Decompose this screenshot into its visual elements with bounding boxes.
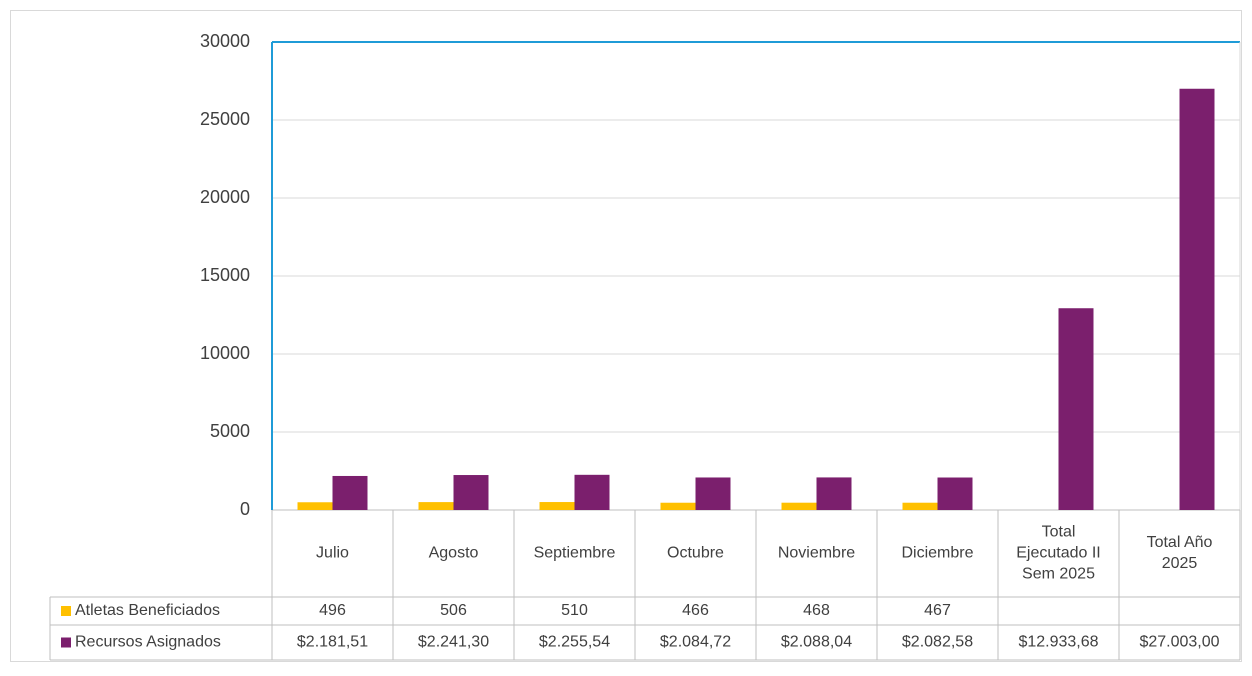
table-value: $12.933,68 (1018, 634, 1098, 651)
table-value: 467 (924, 602, 951, 619)
bar (574, 474, 610, 510)
bar (816, 477, 852, 510)
table-value: 506 (440, 602, 467, 619)
x-tick-label: Noviembre (778, 545, 855, 562)
bar (332, 475, 368, 510)
legend-swatch (61, 606, 71, 616)
x-tick-label: Agosto (429, 545, 479, 562)
chart-border (10, 10, 1242, 662)
bar (937, 477, 973, 510)
y-tick-label: 30000 (200, 31, 250, 51)
table-value: $2.255,54 (539, 634, 610, 651)
bar (695, 477, 731, 510)
x-tick-label: Total Ejecutado II Sem 2025 (1016, 524, 1101, 583)
table-value: 496 (319, 602, 346, 619)
x-tick-label: Diciembre (901, 545, 973, 562)
y-tick-label: 25000 (200, 109, 250, 129)
table-value: 468 (803, 602, 830, 619)
x-tick-label: Octubre (667, 545, 724, 562)
table-value: $2.084,72 (660, 634, 731, 651)
bar (902, 502, 938, 510)
y-tick-label: 5000 (210, 421, 250, 441)
x-tick-label: Julio (316, 545, 349, 562)
y-tick-label: 10000 (200, 343, 250, 363)
table-value: 510 (561, 602, 588, 619)
legend-label: Recursos Asignados (75, 634, 221, 651)
bar (539, 502, 575, 510)
table-value: $2.181,51 (297, 634, 368, 651)
table-value: $2.082,58 (902, 634, 973, 651)
table-value: 466 (682, 602, 709, 619)
table-value: $27.003,00 (1139, 634, 1219, 651)
bar (660, 502, 696, 510)
y-tick-label: 0 (240, 499, 250, 519)
bar (297, 502, 333, 510)
table-value: $2.088,04 (781, 634, 852, 651)
bar (1179, 88, 1215, 510)
bar (781, 502, 817, 510)
x-tick-label: Septiembre (534, 545, 616, 562)
bar (418, 502, 454, 510)
x-tick-label: Total Año 2025 (1147, 534, 1213, 572)
y-tick-label: 20000 (200, 187, 250, 207)
bar (1058, 308, 1094, 510)
table-value: $2.241,30 (418, 634, 489, 651)
legend-label: Atletas Beneficiados (75, 602, 220, 619)
y-tick-label: 15000 (200, 265, 250, 285)
legend-swatch (61, 637, 71, 648)
bar (453, 475, 489, 510)
